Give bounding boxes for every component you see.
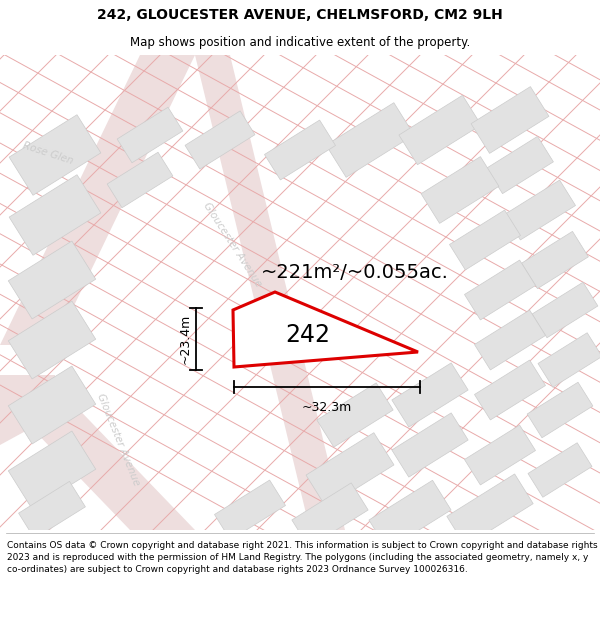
Polygon shape xyxy=(505,180,575,240)
Polygon shape xyxy=(306,432,394,508)
Polygon shape xyxy=(447,474,533,546)
Polygon shape xyxy=(107,152,173,208)
Polygon shape xyxy=(475,360,545,420)
Polygon shape xyxy=(8,366,96,444)
Polygon shape xyxy=(521,231,589,289)
Text: 242: 242 xyxy=(286,323,331,348)
Polygon shape xyxy=(8,241,96,319)
Polygon shape xyxy=(532,282,598,338)
Polygon shape xyxy=(233,292,418,367)
Polygon shape xyxy=(265,120,335,180)
Polygon shape xyxy=(464,260,536,320)
Polygon shape xyxy=(471,87,549,153)
Polygon shape xyxy=(0,375,55,445)
Text: Gloucester Avenue: Gloucester Avenue xyxy=(201,201,263,289)
Polygon shape xyxy=(214,480,286,540)
Text: ~32.3m: ~32.3m xyxy=(302,401,352,414)
Text: ~23.4m: ~23.4m xyxy=(179,314,192,364)
Polygon shape xyxy=(487,136,553,194)
Polygon shape xyxy=(369,480,451,550)
Polygon shape xyxy=(399,95,481,165)
Text: Contains OS data © Crown copyright and database right 2021. This information is : Contains OS data © Crown copyright and d… xyxy=(7,541,598,574)
Polygon shape xyxy=(195,55,345,530)
Polygon shape xyxy=(527,382,593,438)
Polygon shape xyxy=(528,442,592,498)
Text: ~221m²/~0.055ac.: ~221m²/~0.055ac. xyxy=(261,264,449,282)
Polygon shape xyxy=(464,425,536,485)
Text: Rose Glen: Rose Glen xyxy=(22,140,74,166)
Polygon shape xyxy=(421,157,499,223)
Polygon shape xyxy=(317,383,393,447)
Text: Map shows position and indicative extent of the property.: Map shows position and indicative extent… xyxy=(130,36,470,49)
Text: Gloucester Avenue: Gloucester Avenue xyxy=(95,392,141,488)
Polygon shape xyxy=(0,55,195,345)
Polygon shape xyxy=(475,310,545,370)
Polygon shape xyxy=(392,363,468,427)
Polygon shape xyxy=(292,483,368,547)
Polygon shape xyxy=(0,395,195,530)
Polygon shape xyxy=(19,481,85,539)
Polygon shape xyxy=(117,107,183,162)
Polygon shape xyxy=(185,111,255,169)
Polygon shape xyxy=(392,413,468,477)
Polygon shape xyxy=(9,115,101,195)
Polygon shape xyxy=(9,175,101,255)
Polygon shape xyxy=(8,301,96,379)
Polygon shape xyxy=(538,332,600,388)
Polygon shape xyxy=(326,102,414,178)
Polygon shape xyxy=(449,210,521,270)
Text: 242, GLOUCESTER AVENUE, CHELMSFORD, CM2 9LH: 242, GLOUCESTER AVENUE, CHELMSFORD, CM2 … xyxy=(97,8,503,22)
Polygon shape xyxy=(8,431,96,509)
